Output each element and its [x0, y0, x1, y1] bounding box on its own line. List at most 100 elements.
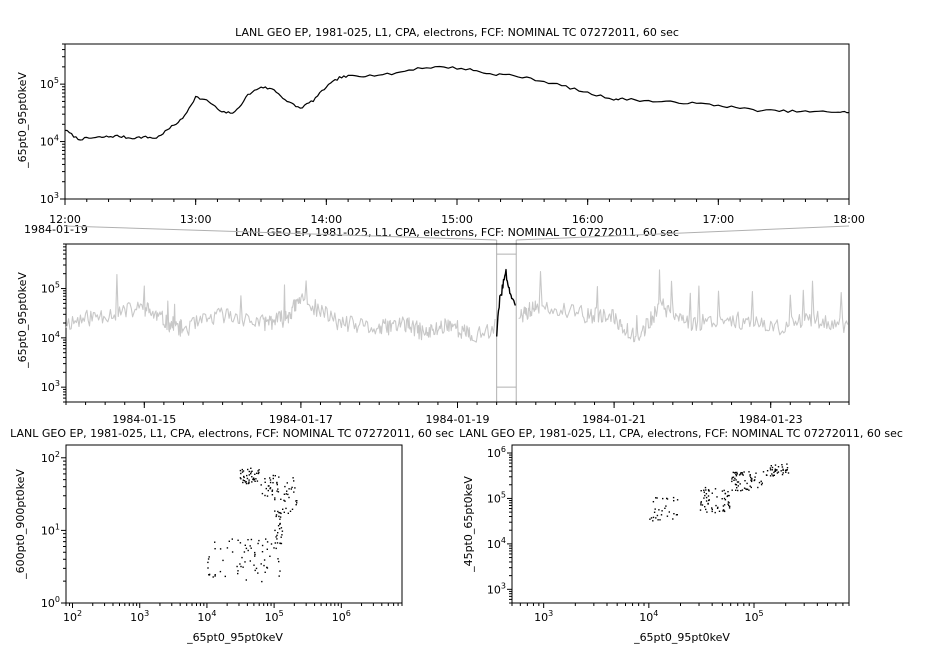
- bottom-right-chart-point: [707, 495, 710, 497]
- bottom-left-chart-point: [276, 538, 278, 540]
- bottom-right-chart-point: [705, 489, 707, 491]
- top-chart-xtick-label: 12:00: [49, 213, 81, 226]
- bottom-left-chart-point: [242, 566, 244, 568]
- bottom-left-chart-point: [260, 563, 262, 565]
- bottom-right-chart-point: [733, 479, 735, 481]
- bottom-left-chart-ytick-label: 100: [41, 595, 60, 610]
- middle-chart: LANL GEO EP, 1981-025, L1, CPA, electron…: [16, 225, 850, 426]
- bottom-left-chart-point: [277, 532, 279, 534]
- bottom-left-chart-point: [254, 473, 256, 475]
- bottom-right-chart-point: [703, 491, 705, 493]
- bottom-right-chart-point: [786, 463, 788, 465]
- bottom-right-chart-point: [711, 492, 713, 494]
- bottom-right-chart-point: [705, 493, 708, 495]
- bottom-left-chart-point: [272, 477, 274, 480]
- bottom-right-chart-point: [754, 476, 756, 478]
- bottom-right-chart-point: [787, 472, 790, 474]
- bottom-left-chart-point: [214, 574, 216, 576]
- bottom-left-chart-point: [250, 473, 252, 475]
- bottom-left-chart-point: [244, 561, 246, 563]
- bottom-right-chart-point: [734, 471, 737, 474]
- bottom-right-chart-point: [745, 488, 747, 490]
- bottom-left-chart-point: [254, 555, 256, 557]
- bottom-right-chart-point: [782, 469, 784, 471]
- bottom-right-chart-point: [782, 468, 784, 471]
- bottom-right-chart-point: [732, 476, 735, 478]
- bottom-left-chart-point: [283, 493, 286, 495]
- bottom-left-chart-point: [281, 530, 284, 532]
- middle-chart-ytick-label: 105: [41, 281, 60, 296]
- bottom-left-chart-point: [264, 478, 266, 480]
- top-chart-xtick-label: 18:00: [833, 213, 865, 226]
- bottom-right-chart-point: [766, 470, 769, 472]
- middle-chart-xtick-label: 1984-01-23: [739, 413, 803, 426]
- bottom-right-chart-point: [777, 466, 780, 468]
- bottom-left-chart-point: [264, 481, 266, 483]
- bottom-left-chart-xtick-label: 102: [63, 609, 82, 624]
- bottom-left-chart-point: [280, 527, 283, 529]
- bottom-right-chart-point: [704, 506, 706, 508]
- bottom-left-chart-point: [265, 538, 267, 540]
- bottom-left-chart-point: [245, 482, 248, 485]
- bottom-right-chart-point: [761, 482, 763, 484]
- bottom-left-chart-point: [296, 500, 298, 502]
- bottom-right-chart-point: [737, 485, 739, 487]
- bottom-left-chart-point: [288, 488, 290, 490]
- bottom-left-chart-point: [226, 547, 229, 549]
- bottom-left-chart-point: [247, 539, 249, 541]
- bottom-right-chart-point: [739, 473, 742, 475]
- bottom-right-chart-point: [743, 487, 746, 489]
- bottom-left-chart-point: [248, 482, 250, 484]
- bottom-right-chart-point: [771, 473, 773, 475]
- bottom-right-chart-point: [733, 472, 736, 474]
- bottom-right-chart-title: LANL GEO EP, 1981-025, L1, CPA, electron…: [459, 427, 903, 440]
- bottom-left-chart-point: [240, 478, 242, 480]
- bottom-left-chart-point: [249, 545, 251, 547]
- bottom-right-chart-point: [750, 476, 752, 479]
- bottom-right-chart-point: [666, 497, 668, 500]
- bottom-right-chart-point: [658, 509, 660, 511]
- top-chart-xtick-label: 13:00: [180, 213, 212, 226]
- bottom-left-chart-point: [246, 474, 248, 477]
- bottom-right-chart-point: [654, 508, 656, 510]
- middle-chart-xtick-label: 1984-01-19: [426, 413, 490, 426]
- bottom-right-chart-point: [781, 473, 784, 476]
- bottom-right-chart-point: [661, 510, 663, 512]
- bottom-right-chart-point: [731, 480, 733, 483]
- bottom-right-chart-point: [700, 504, 702, 506]
- bottom-left-chart-point: [258, 471, 260, 474]
- bottom-right-chart-point: [760, 480, 762, 482]
- bottom-right-chart-point: [736, 487, 738, 489]
- bottom-left-chart-point: [276, 534, 278, 537]
- bottom-left-chart-point: [237, 570, 239, 572]
- top-chart-xtick-label: 16:00: [572, 213, 604, 226]
- bottom-left-chart-point: [247, 468, 249, 471]
- bottom-right-chart-point: [649, 518, 651, 520]
- bottom-left-chart-point: [243, 475, 245, 478]
- bottom-left-chart-point: [269, 481, 272, 484]
- bottom-right-chart-point: [723, 504, 726, 506]
- bottom-left-chart: LANL GEO EP, 1981-025, L1, CPA, electron…: [10, 427, 454, 644]
- bottom-left-chart-point: [281, 534, 283, 536]
- bottom-left-chart-point: [279, 523, 281, 525]
- bottom-right-chart-point: [753, 479, 755, 482]
- bottom-right-chart-point: [728, 507, 731, 509]
- bottom-right-chart-point: [707, 503, 709, 505]
- bottom-left-chart-point: [286, 490, 288, 492]
- bottom-right-chart-point: [728, 494, 730, 497]
- bottom-left-chart-point: [290, 488, 292, 490]
- bottom-left-chart-point: [289, 510, 292, 512]
- bottom-left-chart-point: [212, 576, 214, 578]
- bottom-right-chart-point: [736, 481, 739, 483]
- bottom-left-chart-point: [253, 478, 255, 481]
- bottom-left-chart-point: [258, 539, 260, 542]
- middle-chart-selected-line: [496, 268, 517, 337]
- top-chart-series-line: [64, 65, 849, 141]
- top-chart-xtick-label: 17:00: [702, 213, 734, 226]
- bottom-right-chart-point: [666, 498, 669, 500]
- bottom-right-chart-point: [659, 519, 661, 521]
- bottom-right-chart-point: [705, 500, 708, 502]
- bottom-left-chart-point: [254, 553, 256, 556]
- bottom-right-chart-point: [716, 496, 718, 498]
